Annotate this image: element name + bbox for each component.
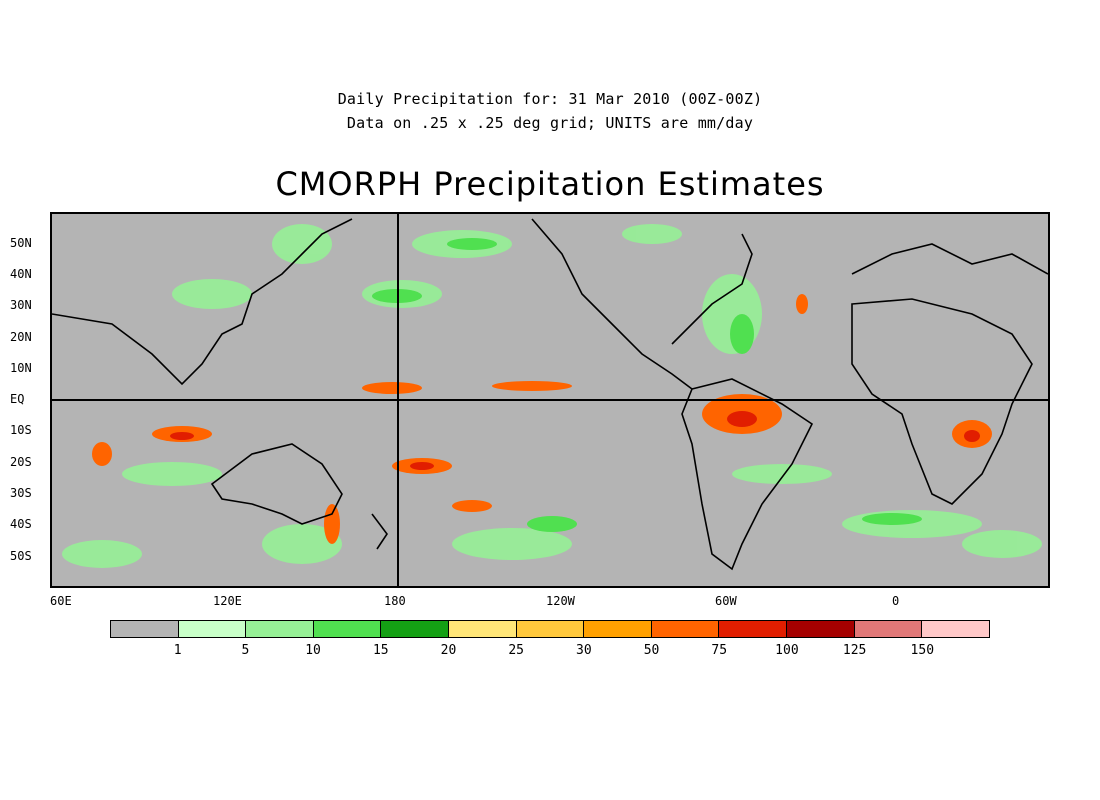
legend-swatch (313, 621, 382, 637)
legend-tick-label: 1 (173, 643, 182, 658)
lat-label: 10S (10, 423, 32, 437)
lat-label: 30S (10, 486, 32, 500)
legend-tick-label: 50 (643, 643, 660, 658)
legend-swatch (719, 621, 788, 637)
legend-tick-label: 5 (241, 643, 250, 658)
legend-tick-label: 75 (711, 643, 728, 658)
lon-label: 0 (892, 594, 900, 608)
subtitle-units: Data on .25 x .25 deg grid; UNITS are mm… (346, 114, 754, 132)
legend-swatch (854, 621, 923, 637)
legend-swatch (111, 621, 179, 637)
legend-swatch (584, 621, 652, 637)
legend-swatch (516, 621, 585, 637)
lat-label: 50S (10, 549, 32, 563)
lat-label: 50N (10, 236, 32, 250)
lon-label: 60W (715, 594, 737, 608)
color-legend (110, 620, 990, 638)
lat-label: 40N (10, 267, 32, 281)
lat-label: 10N (10, 361, 32, 375)
legend-swatch (381, 621, 450, 637)
lat-label: 20N (10, 330, 32, 344)
legend-swatch (178, 621, 247, 637)
precip-moderate (372, 238, 922, 532)
precip-light (62, 224, 1042, 568)
legend-tick-label: 20 (440, 643, 457, 658)
legend-swatch (922, 621, 989, 637)
lat-label: 30N (10, 298, 32, 312)
legend-tick-label: 150 (910, 643, 935, 658)
legend-swatch (246, 621, 314, 637)
legend-swatch (787, 621, 855, 637)
lat-label: 20S (10, 455, 32, 469)
subtitle-date: Daily Precipitation for: 31 Mar 2010 (00… (337, 90, 763, 108)
lat-label: EQ (10, 392, 25, 406)
map-title: CMORPH Precipitation Estimates (275, 165, 825, 203)
legend-tick-label: 10 (305, 643, 321, 658)
map-canvas (52, 214, 1048, 586)
legend-tick-label: 15 (372, 643, 389, 658)
lon-label: 60E (50, 594, 72, 608)
legend-tick-label: 100 (775, 643, 799, 658)
lon-label: 180 (384, 594, 406, 608)
lon-label: 120E (213, 594, 242, 608)
legend-swatch (449, 621, 517, 637)
lat-label: 40S (10, 517, 32, 531)
legend-tick-label: 125 (842, 643, 867, 658)
legend-tick-label: 30 (576, 643, 592, 658)
legend-tick-label: 25 (508, 643, 524, 658)
legend-swatch (651, 621, 720, 637)
precipitation-map (50, 212, 1050, 588)
lon-label: 120W (546, 594, 575, 608)
precip-severe (170, 411, 980, 470)
